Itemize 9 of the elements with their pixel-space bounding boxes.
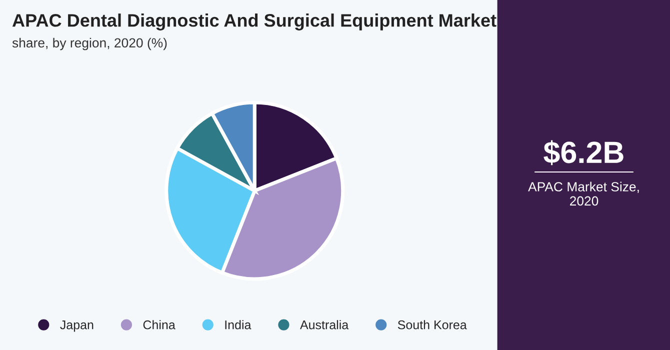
legend-label: South Korea (398, 320, 467, 330)
legend-label: China (143, 320, 176, 330)
legend-label: India (225, 320, 252, 330)
text: APAC Market Size, 2020 (528, 182, 639, 206)
legend-label: Japan (60, 320, 94, 332)
chart-subtitle: share, by region, 2020 (%) (12, 38, 167, 50)
text: $6.2B (544, 140, 624, 166)
legend-label: Australia (300, 320, 349, 330)
chart-title: APAC Dental Diagnostic And Surgical Equipment Market (12, 14, 496, 30)
